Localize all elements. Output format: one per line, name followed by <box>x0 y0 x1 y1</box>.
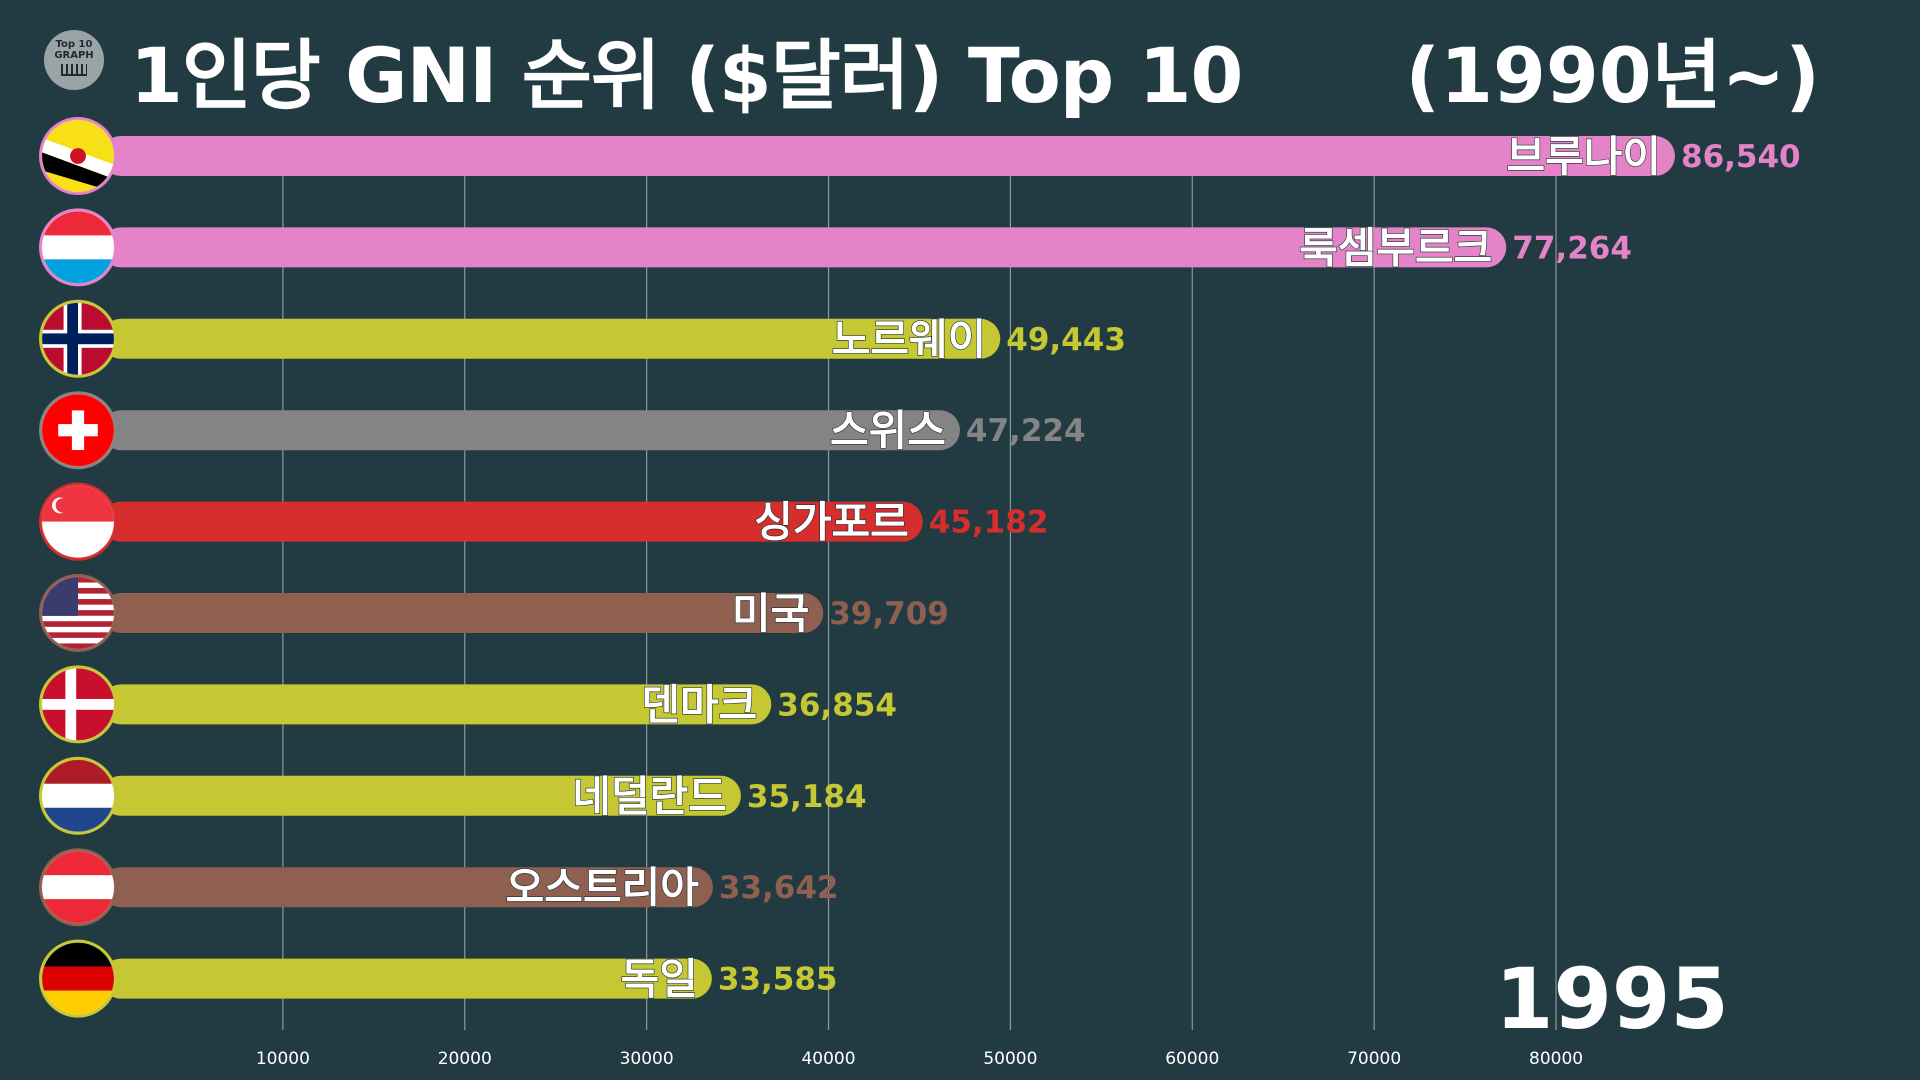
value-label: 33,585 <box>718 962 838 998</box>
x-tick-label: 80000 <box>1529 1049 1583 1069</box>
netherlands-flag-icon <box>39 756 117 835</box>
bar <box>101 410 960 451</box>
value-label: 49,443 <box>1006 322 1126 358</box>
category-label: 오스트리아 <box>506 863 700 912</box>
category-label: 미국 <box>732 589 809 638</box>
bar <box>101 318 1001 359</box>
category-label: 룩셈부르크 <box>1299 223 1492 272</box>
bar <box>101 227 1507 268</box>
x-tick-label: 70000 <box>1347 1049 1401 1069</box>
germany-flag-icon <box>39 939 117 1018</box>
category-label: 덴마크 <box>641 680 757 729</box>
bar <box>101 867 713 908</box>
bar <box>101 501 923 542</box>
x-tick-label: 20000 <box>438 1049 492 1069</box>
x-tick-label: 50000 <box>983 1049 1037 1069</box>
bar <box>101 136 1675 176</box>
value-label: 33,642 <box>719 870 839 906</box>
x-tick-label: 10000 <box>256 1049 310 1069</box>
value-label: 35,184 <box>747 779 867 815</box>
logo-line2: GRAPH <box>54 50 94 61</box>
bar <box>101 684 772 725</box>
bar <box>101 775 741 816</box>
singapore-flag-icon <box>39 482 117 561</box>
usa-flag-icon <box>39 574 117 652</box>
value-label: 36,854 <box>777 687 897 723</box>
x-tick-label: 40000 <box>801 1049 855 1069</box>
chart-title: 1인당 GNI 순위 ($달러) Top 10 <box>130 31 1243 120</box>
category-label: 노르웨이 <box>832 315 987 364</box>
bar <box>101 593 824 633</box>
switzerland-flag-icon <box>39 391 117 470</box>
norway-flag-icon <box>39 299 117 378</box>
value-label: 86,540 <box>1681 139 1801 175</box>
logo-bars-icon <box>61 64 87 76</box>
brunei-flag-icon <box>39 117 117 195</box>
austria-flag-icon <box>39 848 117 927</box>
value-label: 45,182 <box>929 505 1049 541</box>
category-label: 싱가포르 <box>754 498 909 547</box>
category-label: 스위스 <box>830 406 946 455</box>
category-label: 브루나이 <box>1506 132 1661 181</box>
value-label: 39,709 <box>829 596 949 632</box>
x-tick-label: 30000 <box>620 1049 674 1069</box>
bar <box>101 958 712 999</box>
logo-line1: Top 10 <box>55 39 93 50</box>
denmark-flag-icon <box>39 665 117 744</box>
category-label: 네덜란드 <box>572 772 727 821</box>
chart-subtitle: (1990년~) <box>1405 31 1820 120</box>
value-label: 47,224 <box>966 413 1086 449</box>
luxembourg-flag-icon <box>39 208 117 287</box>
value-label: 77,264 <box>1512 230 1632 266</box>
x-tick-label: 60000 <box>1165 1049 1219 1069</box>
year-label: 1995 <box>1495 950 1729 1048</box>
category-label: 독일 <box>621 955 698 1004</box>
top10-graph-logo: Top 10 GRAPH <box>44 30 104 90</box>
